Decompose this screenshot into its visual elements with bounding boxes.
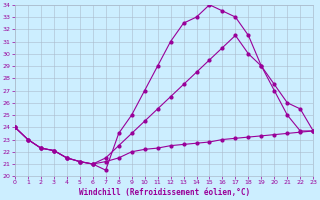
X-axis label: Windchill (Refroidissement éolien,°C): Windchill (Refroidissement éolien,°C) [78,188,250,197]
